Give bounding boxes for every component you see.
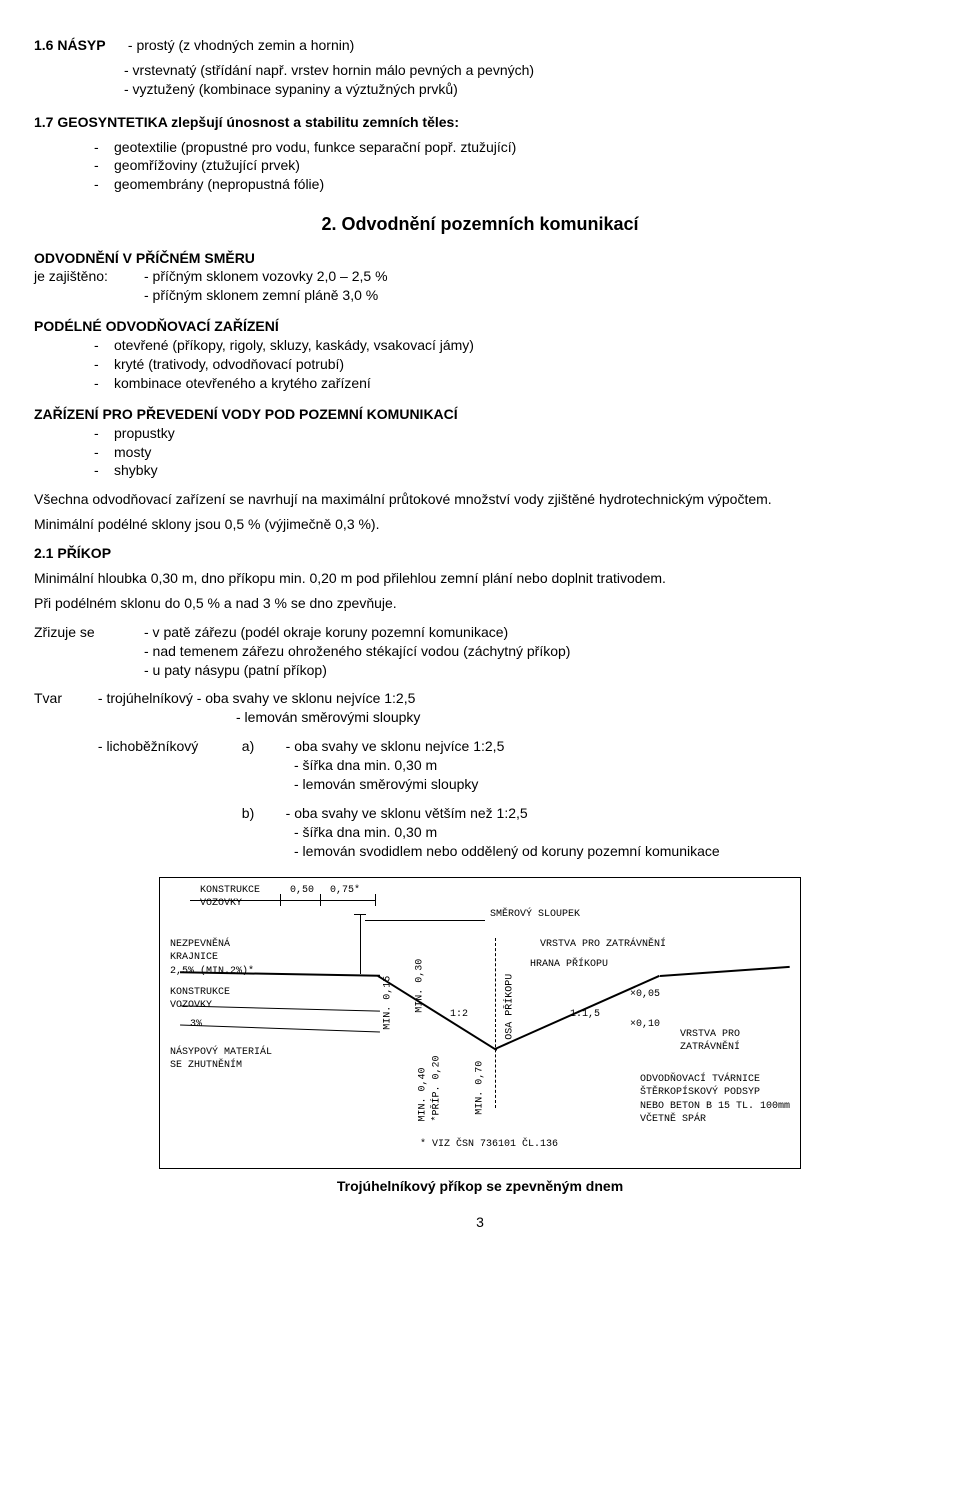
section-1-7-title: 1.7 GEOSYNTETIKA zlepšují únosnost a sta… — [34, 113, 926, 132]
diagram-caption: Trojúhelníkový příkop se zpevněným dnem — [34, 1177, 926, 1196]
s16-item2: - vrstevnatý (střídání např. vrstev horn… — [124, 61, 926, 80]
zpv-b2: -mosty — [114, 443, 926, 462]
tvar-row1: Tvar - trojúhelníkový - oba svahy ve skl… — [34, 689, 926, 708]
p2: Minimální podélné sklony jsou 0,5 % (výj… — [34, 515, 926, 534]
s16-item3: - vyztužený (kombinace sypaniny a výztuž… — [124, 80, 926, 99]
p1: Všechna odvodňovací zařízení se navrhují… — [34, 490, 926, 509]
s21-title: 2.1 PŘÍKOP — [34, 544, 926, 563]
section-1-6-title: 1.6 NÁSYP — [34, 36, 124, 55]
section-2-heading: 2. Odvodnění pozemních komunikací — [34, 212, 926, 236]
zr-line2: - nad temenem zářezu ohroženého stékajíc… — [144, 642, 926, 661]
podel-b1: -otevřené (příkopy, rigoly, skluzy, kask… — [114, 336, 926, 355]
s17-b1: -geotextilie (propustné pro vodu, funkce… — [114, 138, 926, 157]
zpv-b3: -shybky — [114, 461, 926, 480]
s17-title-text: 1.7 GEOSYNTETIKA zlepšují únosnost a sta… — [34, 114, 459, 130]
tvar-b3: - lemován svodidlem nebo oddělený od kor… — [294, 842, 926, 861]
s17-b2: -geomřížoviny (ztužující prvek) — [114, 156, 926, 175]
podel-title: PODÉLNÉ ODVODŇOVACÍ ZAŘÍZENÍ — [34, 317, 926, 336]
zr-line1: Zřizuje se- v patě zářezu (podél okraje … — [144, 623, 926, 642]
s21-p2: Při podélném sklonu do 0,5 % a nad 3 % s… — [34, 594, 926, 613]
podel-b2: -kryté (trativody, odvodňovací potrubí) — [114, 355, 926, 374]
tvar-row3: b) - oba svahy ve sklonu větším než 1:2,… — [34, 804, 926, 823]
cross-section-diagram: KONSTRUKCE VOZOVKY 0,50 0,75* SMĚROVÝ SL… — [159, 877, 801, 1169]
zpv-title: ZAŘÍZENÍ PRO PŘEVEDENÍ VODY POD POZEMNÍ … — [34, 405, 926, 424]
podel-b3: -kombinace otevřeného a krytého zařízení — [114, 374, 926, 393]
tvar-a3: - lemován směrovými sloupky — [294, 775, 926, 794]
odv-line1: je zajištěno:- příčným sklonem vozovky 2… — [144, 267, 926, 286]
odv-title: ODVODNĚNÍ V PŘÍČNÉM SMĚRU — [34, 249, 926, 268]
tvar-row2: - lichoběžníkový a) - oba svahy ve sklon… — [34, 737, 926, 756]
page-number: 3 — [34, 1213, 926, 1232]
s17-b3: -geomembrány (nepropustná fólie) — [114, 175, 926, 194]
section-1-6-row: 1.6 NÁSYP - prostý (z vhodných zemin a h… — [34, 36, 926, 55]
zr-line3: - u paty násypu (patní příkop) — [144, 661, 926, 680]
tvar-a2: - šířka dna min. 0,30 m — [294, 756, 926, 775]
tvar-row1b: - lemován směrovými sloupky — [236, 708, 926, 727]
tvar-b2: - šířka dna min. 0,30 m — [294, 823, 926, 842]
zpv-b1: -propustky — [114, 424, 926, 443]
odv-line2: - příčným sklonem zemní pláně 3,0 % — [144, 286, 926, 305]
s16-item1: - prostý (z vhodných zemin a hornin) — [128, 37, 354, 53]
s21-p1: Minimální hloubka 0,30 m, dno příkopu mi… — [34, 569, 926, 588]
